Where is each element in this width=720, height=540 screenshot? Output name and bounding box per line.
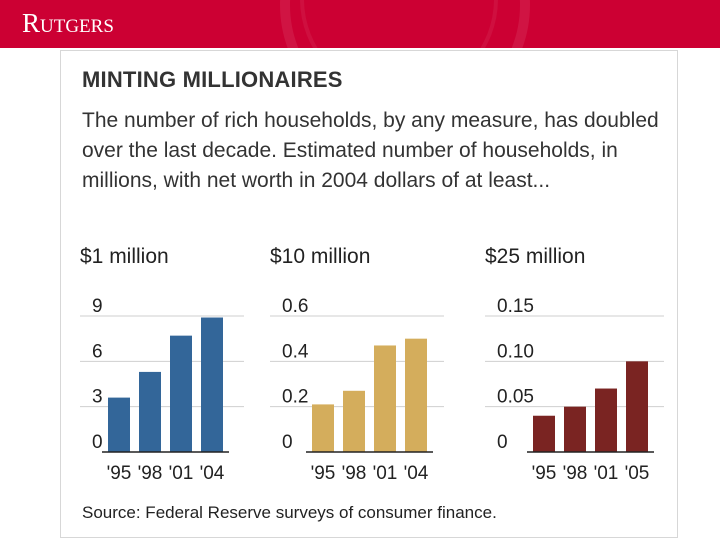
y-tick-label: 0.2 <box>282 387 308 408</box>
x-tick-label: '01 <box>169 463 194 484</box>
x-tick-label: '95 <box>532 463 557 484</box>
seal-watermark <box>280 0 530 48</box>
x-tick-label: '95 <box>311 463 336 484</box>
y-tick-label: 6 <box>92 341 103 362</box>
bar <box>139 371 161 452</box>
figure-description: The number of rich households, by any me… <box>82 109 659 192</box>
x-tick-label: '98 <box>342 463 367 484</box>
bar <box>374 345 396 452</box>
figure-source: Source: Federal Reserve surveys of consu… <box>82 503 497 522</box>
x-tick-label: '04 <box>404 463 429 484</box>
y-tick-label: 0.6 <box>282 296 308 317</box>
bar <box>626 361 648 452</box>
y-tick-label: 0.05 <box>497 387 534 408</box>
y-tick-label: 3 <box>92 387 103 408</box>
figure-panel <box>60 50 678 538</box>
y-tick-label: 9 <box>92 296 103 317</box>
x-tick-label: '95 <box>107 463 132 484</box>
y-tick-label: 0.4 <box>282 341 309 362</box>
header-bar: Rutgers <box>0 0 720 48</box>
bar <box>564 406 586 452</box>
x-tick-label: '98 <box>138 463 163 484</box>
x-tick-label: '04 <box>200 463 225 484</box>
bar <box>533 415 555 452</box>
chart-title-2: $10 million <box>270 245 370 268</box>
x-tick-label: '05 <box>625 463 650 484</box>
y-tick-label: 0.15 <box>497 296 534 317</box>
rutgers-logo: Rutgers <box>22 8 114 38</box>
bar <box>405 338 427 452</box>
bar <box>343 390 365 452</box>
x-tick-label: '01 <box>373 463 398 484</box>
y-tick-label: 0.10 <box>497 341 534 362</box>
y-tick-label: 0 <box>282 432 293 453</box>
bar <box>312 404 334 452</box>
y-tick-label: 0 <box>92 432 103 453</box>
y-tick-label: 0 <box>497 432 508 453</box>
bar <box>595 388 617 452</box>
bar <box>108 397 130 452</box>
bar <box>170 335 192 452</box>
chart-title-3: $25 million <box>485 245 585 268</box>
x-tick-label: '01 <box>594 463 619 484</box>
figure-title: MINTING MILLIONAIRES <box>82 67 343 92</box>
x-tick-label: '98 <box>563 463 588 484</box>
chart-title-1: $1 million <box>80 245 169 268</box>
bar <box>201 317 223 452</box>
